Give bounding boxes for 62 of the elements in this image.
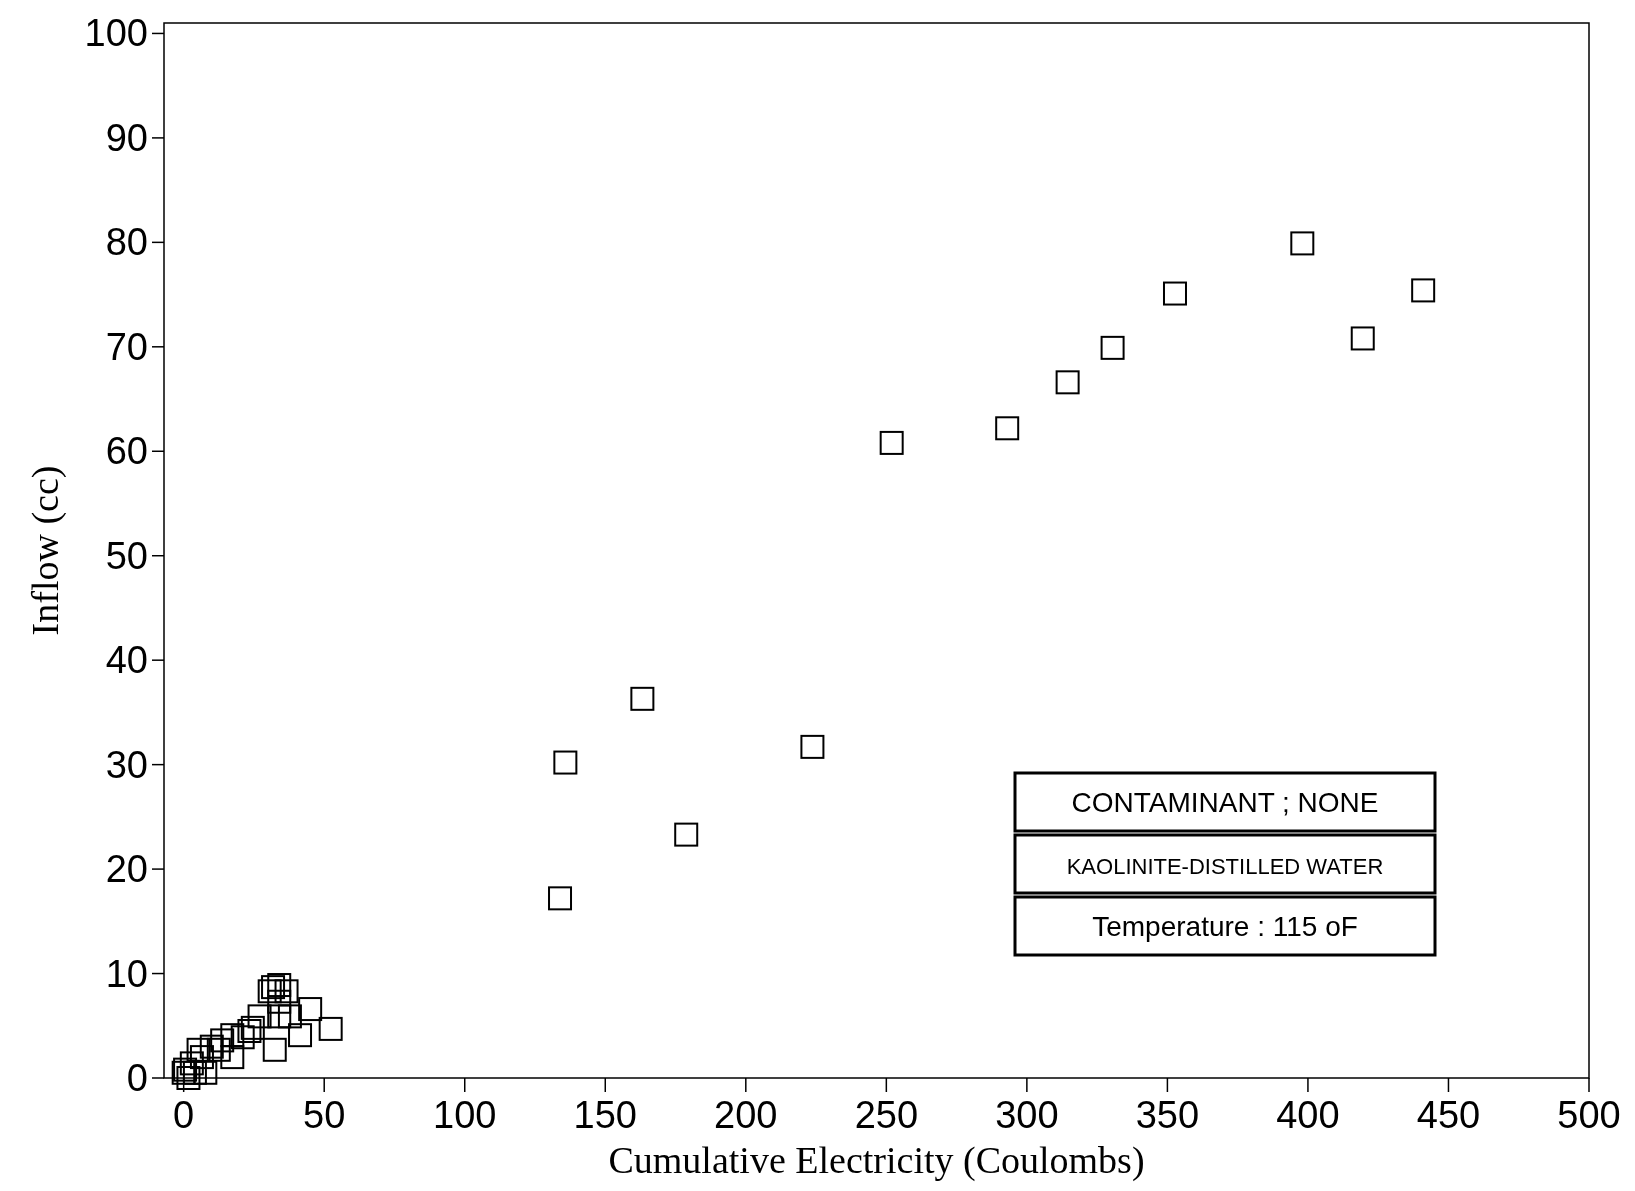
y-tick-label: 100 (84, 12, 148, 55)
y-tick-label: 90 (105, 116, 148, 159)
point (230, 1025, 255, 1050)
x-tick-label: 400 (1276, 1094, 1340, 1136)
point (553, 750, 578, 775)
point (1055, 370, 1080, 395)
point (206, 1037, 231, 1062)
x-tick-label: 200 (714, 1094, 778, 1136)
point (220, 1045, 245, 1070)
point (267, 973, 292, 998)
x-tick-label: 50 (303, 1094, 346, 1136)
annotation: CONTAMINANT ; NONE (1071, 787, 1379, 818)
point (262, 1037, 287, 1062)
point (193, 1060, 218, 1085)
point (267, 989, 292, 1014)
point (277, 1004, 302, 1029)
x-tick-label: 300 (995, 1094, 1059, 1136)
point (1350, 326, 1375, 351)
point (1100, 335, 1125, 360)
y-tick-label: 0 (126, 1057, 148, 1099)
point (210, 1028, 235, 1053)
point (267, 1004, 292, 1029)
point (630, 686, 655, 711)
annotation: Temperature : 115 oF (1092, 911, 1358, 942)
point (176, 1066, 201, 1090)
y-tick-label: 60 (105, 430, 148, 473)
point (318, 1016, 343, 1041)
x-tick-label: 100 (433, 1094, 497, 1136)
point (247, 1004, 272, 1029)
point (179, 1051, 204, 1076)
y-tick-label: 30 (105, 743, 148, 786)
point (186, 1037, 211, 1062)
point (182, 1060, 207, 1085)
y-tick-label: 80 (105, 221, 148, 264)
point (879, 430, 904, 455)
y-tick-label: 70 (105, 325, 148, 368)
annotation: KAOLINITE-DISTILLED WATER (1066, 854, 1384, 879)
point (288, 1023, 313, 1048)
y-tick-label: 40 (105, 639, 148, 682)
x-axis-title: Cumulative Electricity (Coulombs) (608, 1139, 1145, 1182)
y-axis-title: Inflow (cc) (24, 465, 67, 636)
point (548, 886, 573, 911)
point (1411, 278, 1436, 303)
x-tick-label: 250 (854, 1094, 919, 1136)
x-tick-label: 500 (1557, 1094, 1621, 1136)
point (189, 1045, 214, 1070)
point (1162, 281, 1187, 306)
point (995, 416, 1020, 441)
y-tick-label: 10 (105, 952, 148, 995)
point (298, 997, 323, 1022)
point (199, 1034, 224, 1059)
point (1290, 231, 1315, 256)
x-tick-label: 0 (173, 1094, 195, 1136)
point (800, 734, 825, 759)
point (220, 1023, 245, 1048)
point (274, 979, 299, 1004)
x-tick-label: 450 (1416, 1094, 1481, 1136)
point (674, 822, 699, 847)
x-tick-label: 350 (1135, 1094, 1200, 1136)
y-tick-label: 20 (105, 848, 148, 891)
x-tick-label: 150 (573, 1094, 637, 1136)
y-tick-label: 50 (105, 534, 148, 577)
